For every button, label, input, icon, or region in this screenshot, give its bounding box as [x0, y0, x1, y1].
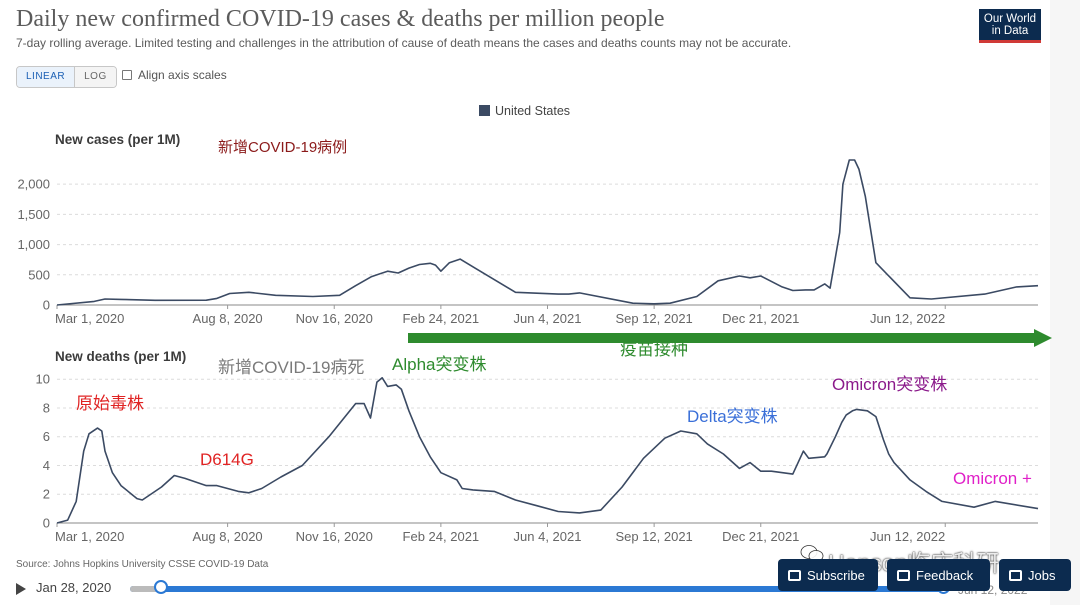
- owid-logo[interactable]: Our World in Data: [979, 9, 1041, 43]
- x-tick-label: Jun 4, 2021: [514, 529, 582, 544]
- subscribe-button[interactable]: Subscribe: [778, 559, 878, 591]
- chart-annotation: Omicron +: [953, 469, 1032, 488]
- chart-annotation: 新增COVID-19病例: [218, 139, 347, 156]
- legend-label: United States: [495, 104, 570, 118]
- y-tick-label: 0: [43, 516, 50, 531]
- deaths-chart: New deaths (per 1M) 0 2 4 6 8 10 Mar 1, 2020 Aug…: [36, 340, 1039, 544]
- series-line-united-states: [56, 159, 1039, 306]
- chart-annotation: 原始毒株: [76, 394, 144, 413]
- x-tick-label: Nov 16, 2020: [296, 311, 373, 326]
- y-tick-label: 2: [43, 487, 50, 502]
- series-line-united-states: [56, 377, 1039, 524]
- align-axis-checkbox[interactable]: Align axis scales: [122, 68, 227, 82]
- y-axis-label: New deaths (per 1M): [55, 349, 186, 364]
- jobs-button[interactable]: Jobs: [999, 559, 1071, 591]
- cases-chart: New cases (per 1M) 0 500 1,000 1,500 2,000 Mar…: [17, 132, 1039, 326]
- source-note[interactable]: Source: Johns Hopkins University CSSE CO…: [16, 559, 269, 570]
- y-axis-label: New cases (per 1M): [55, 132, 180, 147]
- timeline-track[interactable]: [130, 586, 950, 592]
- chart-annotation: Alpha突变株: [392, 355, 486, 374]
- chart-svg: United States New cases (per 1M) 0 500 1,00…: [17, 104, 1052, 544]
- play-icon[interactable]: [16, 583, 26, 595]
- logo-line2: in Data: [991, 25, 1029, 37]
- y-tick-label: 6: [43, 429, 50, 444]
- feedback-icon: [897, 569, 910, 581]
- subscribe-icon: [788, 569, 801, 581]
- x-tick-label: Jun 12, 2022: [870, 529, 945, 544]
- x-tick-label: Feb 24, 2021: [403, 311, 480, 326]
- timeline-start-date: Jan 28, 2020: [36, 580, 112, 595]
- chart-annotation: Delta突变株: [687, 407, 778, 426]
- legend[interactable]: United States: [479, 104, 570, 118]
- checkbox-icon[interactable]: [122, 70, 132, 80]
- chart-annotation: 新增COVID-19病死: [218, 358, 364, 377]
- chart-annotation: D614G: [200, 450, 254, 469]
- chart-annotation: 疫苗接种: [620, 340, 688, 359]
- x-tick-label: Nov 16, 2020: [296, 529, 373, 544]
- y-tick-label: 10: [36, 372, 50, 387]
- x-tick-label: Jun 12, 2022: [870, 311, 945, 326]
- y-tick-label: 1,500: [17, 207, 50, 222]
- jobs-label: Jobs: [1028, 567, 1056, 583]
- align-axis-label: Align axis scales: [138, 68, 227, 82]
- page-title: Daily new confirmed COVID-19 cases & dea…: [16, 6, 665, 32]
- x-tick-label: Feb 24, 2021: [403, 529, 480, 544]
- y-tick-label: 500: [28, 267, 50, 282]
- x-tick-label: Mar 1, 2020: [55, 529, 124, 544]
- y-tick-label: 2,000: [17, 177, 50, 192]
- x-tick-label: Aug 8, 2020: [193, 311, 263, 326]
- vaccination-arrow: [408, 329, 1052, 347]
- timeline-start-handle[interactable]: [154, 580, 168, 594]
- x-tick-label: Sep 12, 2021: [615, 311, 692, 326]
- feedback-label: Feedback: [916, 567, 974, 583]
- scale-toggle: LINEAR LOG: [16, 66, 117, 88]
- x-tick-label: Aug 8, 2020: [193, 529, 263, 544]
- chart-annotation: Omicron突变株: [832, 375, 947, 394]
- x-tick-label: Mar 1, 2020: [55, 311, 124, 326]
- wechat-icon: [800, 545, 824, 562]
- feedback-button[interactable]: Feedback: [887, 559, 990, 591]
- page-subtitle: 7-day rolling average. Limited testing a…: [16, 36, 792, 50]
- y-tick-label: 0: [43, 298, 50, 313]
- y-tick-label: 1,000: [17, 237, 50, 252]
- x-tick-label: Jun 4, 2021: [514, 311, 582, 326]
- subscribe-label: Subscribe: [807, 567, 865, 583]
- x-tick-label: Sep 12, 2021: [615, 529, 692, 544]
- linear-button[interactable]: LINEAR: [17, 67, 76, 87]
- log-button[interactable]: LOG: [75, 67, 116, 87]
- x-tick-label: Dec 21, 2021: [722, 311, 799, 326]
- x-tick-label: Dec 21, 2021: [722, 529, 799, 544]
- timeline-track-unselected: [130, 586, 162, 592]
- legend-swatch: [479, 105, 490, 116]
- page-scrollbar[interactable]: [1050, 0, 1080, 605]
- logo-line1: Our World: [983, 13, 1037, 25]
- y-tick-label: 8: [43, 400, 50, 415]
- jobs-icon: [1009, 569, 1022, 581]
- y-tick-label: 4: [43, 458, 50, 473]
